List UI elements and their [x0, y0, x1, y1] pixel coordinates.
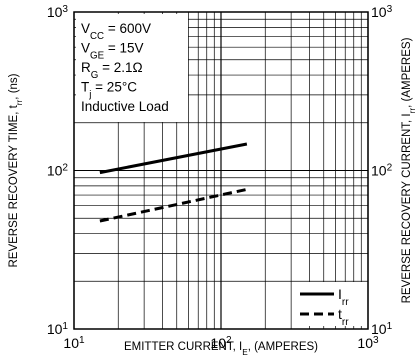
- condition-line: VCC = 600V: [81, 21, 151, 42]
- x-tick-label: 101: [63, 335, 85, 352]
- series-line-0: [99, 142, 248, 175]
- y-axis-label: REVERSE RECOVERY TIME, trr, (ns): [8, 73, 24, 267]
- x-tick-label: 103: [357, 335, 379, 352]
- conditions-box: [76, 14, 188, 122]
- condition-line: Inductive Load: [81, 99, 169, 114]
- condition-line: Tj = 25°C: [81, 80, 137, 101]
- y2-axis-label: REVERSE RECOVERY CURRENT, Irr, (AMPERES): [401, 37, 417, 303]
- y-tick-label: 102: [47, 162, 69, 179]
- condition-line: RG = 2.1Ω: [81, 60, 143, 81]
- y-tick-label: 103: [47, 4, 69, 21]
- series: [99, 142, 248, 223]
- y-tick-label: 101: [47, 321, 69, 338]
- legend-label: Irr: [338, 286, 349, 308]
- plot-frame: [73, 11, 369, 330]
- legend: [296, 282, 366, 326]
- y2-tick-label: 103: [371, 4, 393, 21]
- condition-line: VGE = 15V: [81, 41, 143, 62]
- legend-label: trr: [338, 306, 349, 328]
- series-line-1: [99, 187, 248, 223]
- y2-tick-label: 101: [371, 321, 393, 338]
- y2-tick-label: 102: [371, 162, 393, 179]
- x-axis-label: EMITTER CURRENT, IE, (AMPERES): [124, 341, 318, 356]
- x-tick-label: 102: [210, 335, 232, 352]
